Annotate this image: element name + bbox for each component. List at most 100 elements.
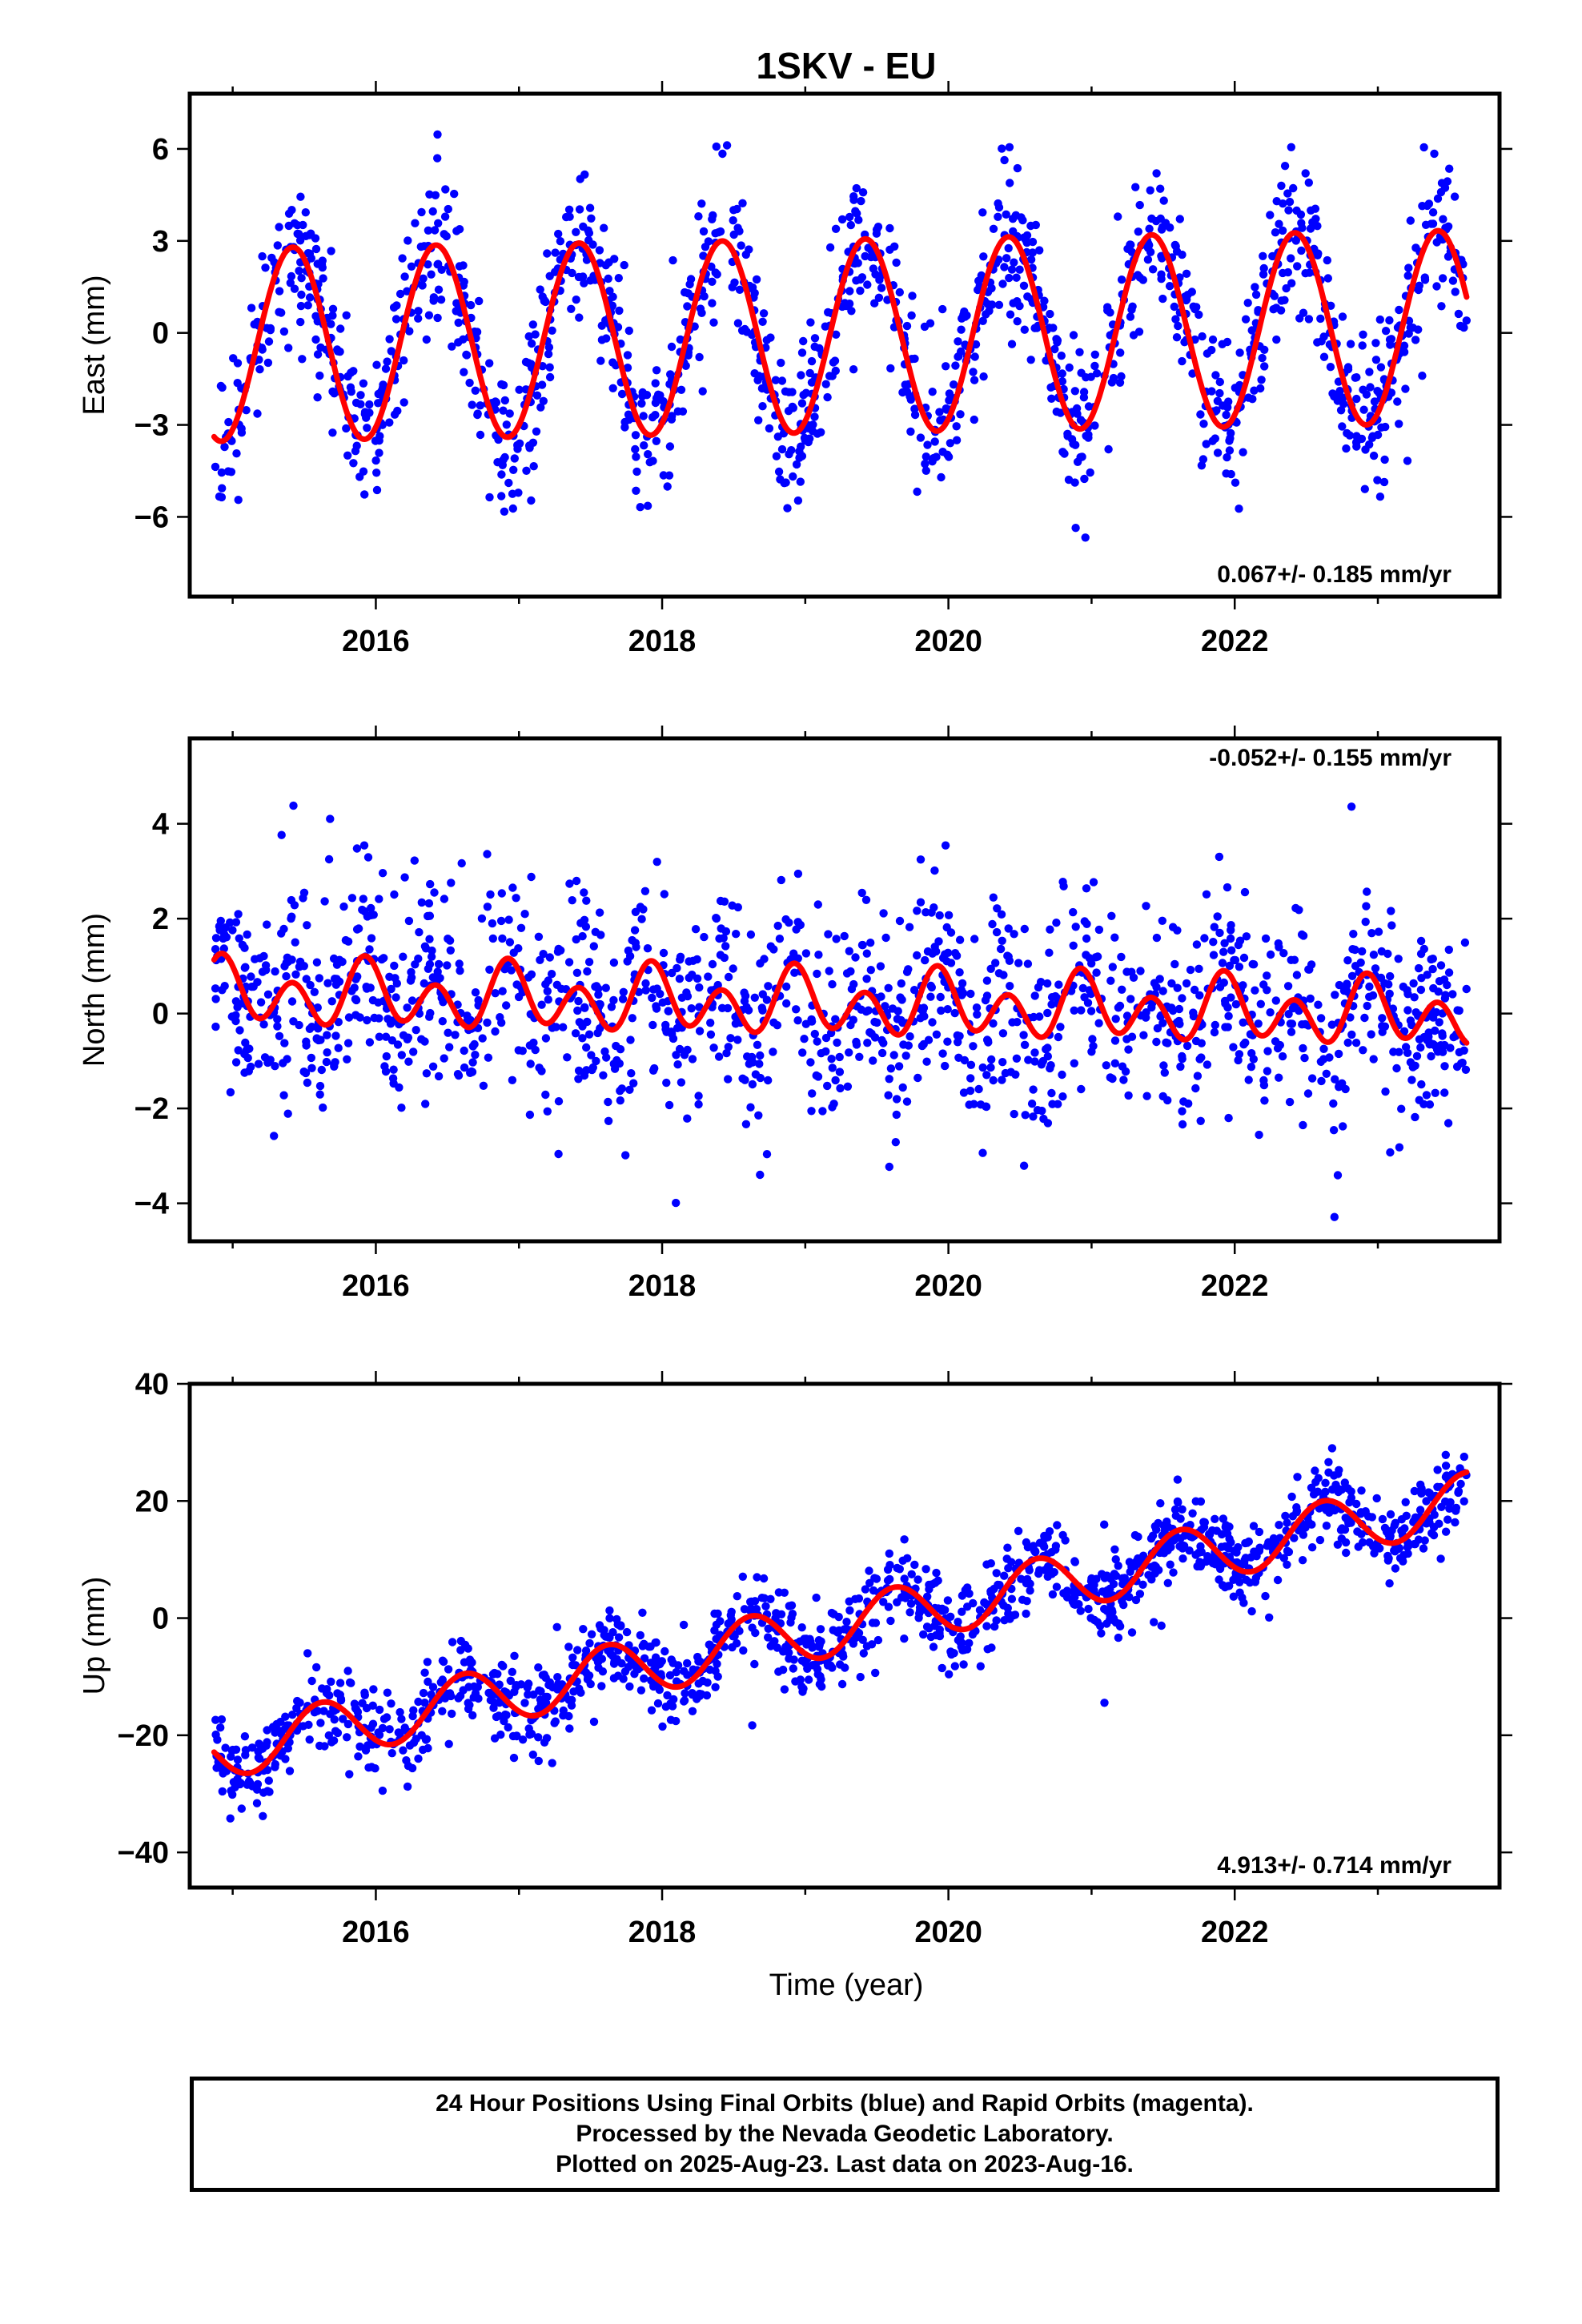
north-data-point [1378,1027,1387,1036]
east-data-point [801,388,811,397]
north-data-point [1316,1014,1326,1023]
up-data-point [534,1733,543,1742]
north-data-point [756,959,765,968]
north-data-point [1416,1043,1425,1052]
north-data-point [864,1006,873,1015]
north-data-point [1027,1100,1037,1108]
north-y-tick-label: −2 [135,1092,169,1126]
east-data-point [741,250,750,259]
up-data-point [1146,1534,1156,1543]
east-data-point [1343,363,1353,372]
north-data-point [1422,1091,1431,1100]
east-data-point [343,451,352,460]
north-data-point [750,993,759,1003]
up-data-point [1163,1578,1173,1588]
up-data-point [534,1663,543,1672]
north-data-point [607,1003,616,1011]
up-data-point [1370,1549,1379,1558]
up-data-point [295,1699,304,1707]
north-data-point [724,972,733,982]
up-data-point [1131,1595,1141,1605]
up-data-point [938,1604,947,1614]
up-data-point [862,1642,872,1651]
east-data-point [659,471,668,480]
east-data-point [1126,312,1135,321]
north-data-point [1229,1043,1238,1051]
up-data-point [1399,1557,1407,1566]
north-data-point [314,1024,323,1033]
east-data-point [1050,344,1059,354]
north-data-point [1299,931,1308,940]
east-data-point [1199,420,1208,428]
north-data-point [957,986,966,995]
east-data-point [921,452,931,461]
east-data-point [1375,315,1385,324]
east-data-point [738,199,747,207]
north-data-point [1203,1060,1212,1069]
east-data-point [544,349,553,359]
east-data-point [510,454,519,463]
up-data-point [255,1754,264,1763]
east-data-point [217,468,227,477]
east-data-point [754,374,763,383]
north-data-point [1118,985,1126,995]
north-data-point [738,1074,747,1084]
north-data-point [1150,979,1159,987]
east-data-point [613,323,623,332]
north-data-point [471,1051,480,1059]
east-data-point [363,424,371,432]
east-data-point [1145,224,1154,233]
up-data-point [753,1573,761,1582]
east-data-point [1082,432,1090,440]
up-data-point [343,1733,351,1742]
north-data-point [1087,1047,1096,1056]
east-data-point [1172,333,1182,342]
north-data-point [393,1040,403,1049]
up-data-point [464,1644,472,1653]
north-data-point [1010,930,1018,939]
north-data-point [226,918,235,927]
north-data-point [1170,959,1179,969]
up-model-fit-line [211,1469,1470,1776]
up-data-point [1166,1560,1174,1569]
east-data-point [1373,476,1382,485]
north-data-point [1397,1104,1406,1113]
north-data-point [315,974,323,983]
east-data-point [1070,387,1080,396]
east-data-point [957,325,966,334]
north-data-point [897,995,906,1004]
east-data-point [545,372,555,382]
up-data-point [216,1723,225,1732]
north-data-point [1462,984,1471,994]
north-data-point [806,1058,815,1067]
north-data-point [324,854,334,864]
east-data-point [1256,384,1265,393]
north-data-point [1347,802,1356,811]
north-data-point [741,1120,751,1129]
north-data-point [1153,1023,1162,1033]
east-data-point [783,504,792,513]
north-data-point [400,873,409,882]
east-data-point [938,304,947,314]
east-data-point [729,216,737,225]
up-data-point [1386,1533,1395,1542]
north-data-point [719,934,728,943]
north-data-point [637,915,646,923]
east-data-point [777,376,787,385]
north-y-tick-label: 2 [152,903,169,936]
east-data-point [475,296,484,306]
north-data-point [1219,978,1229,987]
north-data-point [1334,1049,1343,1059]
up-data-point [1106,1604,1114,1614]
north-data-point [397,1104,406,1112]
east-data-point [1077,368,1086,377]
up-data-point [1053,1521,1062,1530]
up-data-point [1188,1509,1197,1518]
north-data-point [518,1047,527,1055]
east-data-point [698,387,707,396]
east-data-point [810,342,819,352]
north-data-point [997,910,1006,919]
north-data-point [1110,933,1119,942]
north-data-point [1227,926,1235,935]
north-data-point [1006,1068,1015,1076]
